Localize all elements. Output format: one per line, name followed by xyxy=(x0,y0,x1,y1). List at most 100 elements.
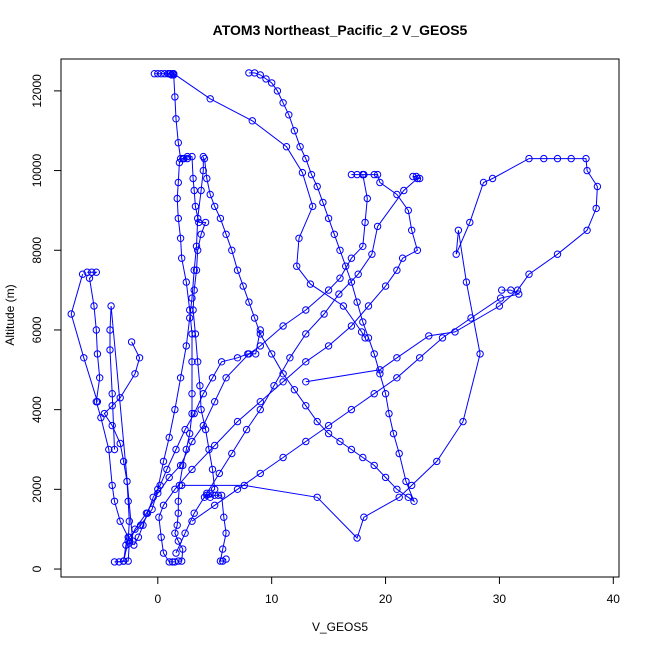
y-tick-label: 0 xyxy=(30,565,44,572)
data-point xyxy=(90,302,98,310)
data-point xyxy=(171,405,179,414)
data-point xyxy=(410,497,418,505)
data-point xyxy=(360,513,368,521)
data-point xyxy=(515,290,523,298)
data-point xyxy=(182,445,191,454)
data-point xyxy=(336,246,344,255)
data-point xyxy=(347,170,356,179)
series-path-group xyxy=(188,286,523,525)
data-point xyxy=(262,75,270,83)
data-point xyxy=(172,549,180,557)
data-point xyxy=(507,286,515,294)
data-point xyxy=(324,342,333,350)
series-line xyxy=(103,174,418,563)
data-point xyxy=(174,509,183,517)
data-point xyxy=(154,485,162,493)
data-point xyxy=(250,314,259,322)
data-point xyxy=(170,70,178,78)
data-point xyxy=(370,461,378,470)
data-point xyxy=(381,390,390,398)
data-point xyxy=(125,517,134,525)
data-point xyxy=(189,306,197,314)
data-point xyxy=(96,374,104,382)
data-point xyxy=(190,286,198,294)
data-point xyxy=(298,168,307,177)
data-point xyxy=(85,274,94,282)
data-point xyxy=(108,390,116,398)
data-point xyxy=(319,198,327,207)
data-point xyxy=(208,374,217,382)
data-point xyxy=(279,322,287,330)
data-point xyxy=(395,449,403,458)
data-point xyxy=(361,218,369,227)
data-point xyxy=(373,170,382,179)
data-point xyxy=(409,172,417,181)
series-line xyxy=(173,73,366,339)
data-point xyxy=(171,485,179,493)
data-point xyxy=(203,489,211,497)
data-point xyxy=(174,497,183,505)
data-point xyxy=(174,557,183,565)
series-path-group xyxy=(67,270,102,406)
data-point xyxy=(286,354,294,362)
data-point xyxy=(228,449,236,458)
data-point xyxy=(302,330,310,338)
data-point xyxy=(149,493,157,501)
data-point xyxy=(159,457,168,466)
x-tick-label: 0 xyxy=(154,592,161,606)
data-point xyxy=(347,278,356,286)
data-point xyxy=(190,409,198,418)
data-point xyxy=(172,445,180,454)
data-point xyxy=(336,274,344,282)
series-path-group xyxy=(178,154,602,542)
data-point xyxy=(408,226,416,235)
y-axis: 0 2000 4000 6000 8000 10000 12000 xyxy=(30,74,62,572)
data-point xyxy=(78,270,87,278)
series-path-group xyxy=(119,152,208,565)
data-point xyxy=(467,314,475,322)
data-point xyxy=(168,558,177,566)
data-point xyxy=(583,166,591,175)
data-point xyxy=(553,154,562,163)
data-point xyxy=(188,294,196,302)
data-point xyxy=(165,558,173,566)
data-point xyxy=(199,152,208,161)
data-point xyxy=(137,521,145,529)
data-point xyxy=(347,322,356,330)
data-point xyxy=(496,294,505,302)
data-point xyxy=(135,354,144,362)
data-point xyxy=(188,465,196,474)
data-point xyxy=(130,541,138,549)
data-point xyxy=(181,529,189,537)
data-point xyxy=(245,298,253,306)
data-point xyxy=(201,425,210,434)
series-line xyxy=(181,158,598,539)
data-point xyxy=(416,354,424,362)
data-point xyxy=(525,154,533,163)
data-point xyxy=(250,69,259,77)
data-point xyxy=(179,461,187,470)
series-line xyxy=(204,72,416,503)
data-point xyxy=(302,402,310,410)
data-point xyxy=(199,421,208,430)
data-point xyxy=(116,517,124,525)
data-point xyxy=(211,202,219,211)
data-point xyxy=(211,491,219,499)
data-point xyxy=(393,485,401,493)
series-path-group xyxy=(170,70,369,342)
y-tick-label: 2000 xyxy=(30,476,44,503)
data-point xyxy=(313,493,321,501)
data-point xyxy=(200,493,209,501)
data-point xyxy=(182,278,191,286)
data-point xyxy=(186,314,194,322)
data-point xyxy=(425,332,433,340)
data-point xyxy=(363,194,371,203)
data-point xyxy=(335,290,343,298)
data-point xyxy=(122,541,130,549)
data-point xyxy=(353,534,361,542)
data-point xyxy=(178,557,186,565)
data-point xyxy=(194,358,202,366)
data-point xyxy=(452,250,460,258)
data-point xyxy=(208,465,217,474)
data-point xyxy=(592,204,600,213)
